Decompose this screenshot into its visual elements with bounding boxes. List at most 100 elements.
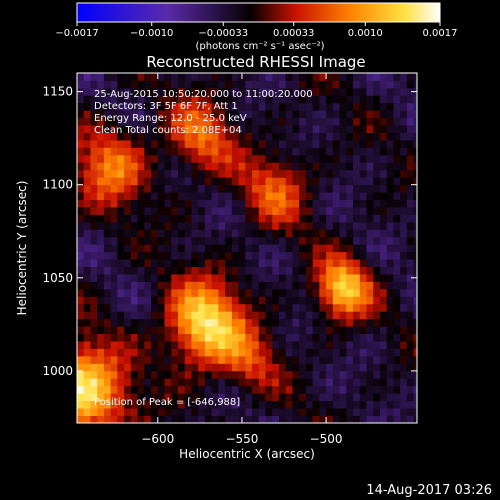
heatmap-cell xyxy=(171,318,179,327)
heatmap-cell xyxy=(83,244,91,253)
heatmap-cell xyxy=(144,229,152,238)
heatmap-cell xyxy=(171,393,179,402)
heatmap-cell xyxy=(292,154,300,163)
heatmap-cell xyxy=(211,102,219,111)
heatmap-cell xyxy=(77,80,85,89)
heatmap-cell xyxy=(299,400,307,409)
heatmap-cell xyxy=(346,400,354,409)
heatmap-cell xyxy=(319,266,327,275)
heatmap-cell xyxy=(359,132,367,141)
heatmap-cell xyxy=(379,333,388,342)
heatmap-cell xyxy=(379,385,388,394)
heatmap-cell xyxy=(218,95,226,104)
heatmap-cell xyxy=(157,274,165,282)
heatmap-cell xyxy=(225,355,233,364)
heatmap-cell xyxy=(198,162,206,171)
heatmap-cell xyxy=(157,415,165,423)
heatmap-cell xyxy=(366,125,374,133)
heatmap-cell xyxy=(319,326,327,335)
heatmap-cell xyxy=(144,177,152,186)
heatmap-cell xyxy=(386,266,394,275)
heatmap-cell xyxy=(285,229,293,238)
heatmap-cell xyxy=(77,355,85,364)
heatmap-cell xyxy=(184,355,192,364)
heatmap-cell xyxy=(285,244,293,253)
heatmap-cell xyxy=(319,147,327,156)
heatmap-cell xyxy=(326,229,334,238)
heatmap-cell xyxy=(130,244,138,253)
heatmap-cell xyxy=(386,140,394,148)
heatmap-cell xyxy=(90,251,98,260)
heatmap-cell xyxy=(346,73,354,81)
heatmap-cell xyxy=(346,326,354,335)
heatmap-cell xyxy=(379,229,388,238)
heatmap-cell xyxy=(97,333,105,342)
heatmap-cell xyxy=(90,221,98,230)
heatmap-cell xyxy=(258,95,266,104)
heatmap-cell xyxy=(278,177,287,186)
heatmap-cell xyxy=(218,244,226,253)
heatmap-cell xyxy=(211,415,219,423)
heatmap-cell xyxy=(393,162,401,171)
heatmap-cell xyxy=(110,207,118,215)
heatmap-cell xyxy=(103,326,112,335)
heatmap-cell xyxy=(272,266,280,275)
heatmap-cell xyxy=(245,348,253,357)
heatmap-cell xyxy=(379,259,388,268)
heatmap-cell xyxy=(177,199,186,208)
heatmap-cell xyxy=(238,288,246,297)
heatmap-cell xyxy=(265,348,273,357)
heatmap-cell xyxy=(245,318,253,327)
heatmap-cell xyxy=(90,102,98,111)
heatmap-cell xyxy=(326,221,334,230)
heatmap-cell xyxy=(238,229,246,238)
heatmap-cell xyxy=(77,132,85,141)
heatmap-cell xyxy=(151,221,159,230)
heatmap-cell xyxy=(164,378,172,387)
heatmap-cell xyxy=(359,207,367,215)
heatmap-cell xyxy=(117,318,125,327)
heatmap-cell xyxy=(225,408,233,416)
heatmap-cell xyxy=(319,303,327,312)
heatmap-cell xyxy=(326,408,334,416)
heatmap-cell xyxy=(406,303,415,312)
heatmap-cell xyxy=(90,370,98,379)
heatmap-cell xyxy=(413,385,417,394)
heatmap-cell xyxy=(245,363,253,372)
heatmap-cell xyxy=(299,244,307,253)
heatmap-cell xyxy=(332,102,340,111)
heatmap-cell xyxy=(373,199,381,208)
heatmap-cell xyxy=(353,244,361,253)
heatmap-cell xyxy=(278,117,287,126)
heatmap-cell xyxy=(278,326,287,335)
heatmap-cell xyxy=(386,177,394,186)
heatmap-cell xyxy=(191,348,199,357)
heatmap-cell xyxy=(164,80,172,89)
heatmap-cell xyxy=(177,221,186,230)
heatmap-cell xyxy=(292,80,300,89)
heatmap-cell xyxy=(110,363,118,372)
heatmap-cell xyxy=(245,154,253,163)
heatmap-cell xyxy=(285,400,293,409)
heatmap-cell xyxy=(393,125,401,133)
heatmap-cell xyxy=(366,415,374,423)
heatmap-cell xyxy=(83,87,91,96)
heatmap-cell xyxy=(211,184,219,193)
heatmap-cell xyxy=(258,303,266,312)
heatmap-cell xyxy=(238,303,246,312)
heatmap-cell xyxy=(326,147,334,156)
heatmap-cell xyxy=(366,169,374,178)
heatmap-cell xyxy=(366,73,374,81)
heatmap-cell xyxy=(299,393,307,402)
heatmap-cell xyxy=(225,207,233,215)
heatmap-cell xyxy=(252,95,260,104)
heatmap-cell xyxy=(400,132,408,141)
heatmap-cell xyxy=(373,385,381,394)
heatmap-cell xyxy=(97,288,105,297)
heatmap-cell xyxy=(305,259,314,268)
heatmap-cell xyxy=(346,184,354,193)
heatmap-cell xyxy=(400,333,408,342)
heatmap-cell xyxy=(130,192,138,200)
heatmap-cell xyxy=(171,229,179,238)
heatmap-cell xyxy=(305,110,314,119)
